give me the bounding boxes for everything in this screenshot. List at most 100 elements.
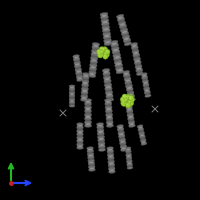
- Ellipse shape: [128, 118, 134, 121]
- Ellipse shape: [98, 142, 105, 145]
- Ellipse shape: [139, 135, 145, 138]
- Ellipse shape: [106, 117, 113, 120]
- Ellipse shape: [117, 18, 125, 21]
- Ellipse shape: [81, 91, 88, 93]
- Ellipse shape: [84, 125, 92, 127]
- Ellipse shape: [136, 67, 142, 70]
- Ellipse shape: [133, 53, 140, 56]
- Ellipse shape: [76, 74, 82, 77]
- Ellipse shape: [75, 63, 80, 66]
- Ellipse shape: [124, 42, 132, 46]
- Circle shape: [122, 101, 124, 103]
- Ellipse shape: [106, 117, 113, 119]
- Ellipse shape: [103, 34, 110, 37]
- Ellipse shape: [76, 73, 82, 76]
- Ellipse shape: [82, 83, 89, 86]
- Ellipse shape: [91, 58, 97, 61]
- Ellipse shape: [113, 53, 120, 57]
- Ellipse shape: [109, 171, 115, 173]
- Ellipse shape: [127, 112, 133, 115]
- Ellipse shape: [114, 56, 120, 59]
- Ellipse shape: [88, 148, 93, 151]
- Ellipse shape: [88, 157, 94, 159]
- Ellipse shape: [92, 43, 99, 46]
- Ellipse shape: [75, 65, 81, 68]
- Ellipse shape: [101, 16, 108, 20]
- Ellipse shape: [76, 70, 81, 73]
- Ellipse shape: [88, 157, 94, 160]
- Ellipse shape: [106, 89, 112, 92]
- Ellipse shape: [69, 95, 75, 98]
- Circle shape: [123, 97, 131, 105]
- Ellipse shape: [132, 49, 138, 52]
- Ellipse shape: [117, 127, 123, 130]
- Ellipse shape: [77, 133, 83, 135]
- Ellipse shape: [119, 137, 125, 140]
- Ellipse shape: [139, 131, 144, 133]
- Ellipse shape: [107, 119, 112, 122]
- Ellipse shape: [77, 128, 83, 130]
- Ellipse shape: [98, 138, 105, 141]
- Ellipse shape: [105, 89, 112, 91]
- Ellipse shape: [91, 59, 97, 62]
- Ellipse shape: [76, 75, 83, 78]
- Ellipse shape: [134, 58, 141, 61]
- Ellipse shape: [108, 157, 114, 160]
- Ellipse shape: [78, 124, 82, 127]
- Ellipse shape: [106, 93, 112, 96]
- Ellipse shape: [77, 144, 83, 147]
- Ellipse shape: [89, 68, 97, 71]
- Ellipse shape: [77, 131, 83, 134]
- Ellipse shape: [84, 102, 92, 105]
- Ellipse shape: [134, 59, 140, 62]
- Ellipse shape: [69, 98, 75, 100]
- Ellipse shape: [74, 59, 80, 62]
- Ellipse shape: [136, 68, 142, 71]
- Ellipse shape: [102, 21, 109, 24]
- Ellipse shape: [128, 93, 134, 96]
- Ellipse shape: [85, 118, 91, 121]
- Circle shape: [125, 94, 132, 101]
- Ellipse shape: [77, 76, 83, 79]
- Ellipse shape: [145, 92, 150, 95]
- Ellipse shape: [116, 68, 123, 71]
- Ellipse shape: [104, 83, 112, 86]
- Ellipse shape: [105, 106, 112, 109]
- Ellipse shape: [138, 127, 143, 130]
- Ellipse shape: [88, 163, 95, 165]
- Ellipse shape: [77, 127, 83, 129]
- Ellipse shape: [106, 104, 111, 107]
- Ellipse shape: [89, 164, 94, 167]
- Ellipse shape: [119, 138, 125, 141]
- Circle shape: [99, 49, 107, 57]
- Ellipse shape: [129, 124, 135, 126]
- Ellipse shape: [106, 96, 113, 99]
- Circle shape: [103, 48, 105, 50]
- Ellipse shape: [69, 104, 75, 106]
- Ellipse shape: [128, 115, 133, 117]
- Ellipse shape: [101, 20, 109, 23]
- Ellipse shape: [117, 17, 124, 20]
- Ellipse shape: [141, 143, 147, 145]
- Ellipse shape: [120, 140, 125, 143]
- Ellipse shape: [87, 147, 93, 150]
- Ellipse shape: [130, 42, 138, 46]
- Ellipse shape: [128, 95, 135, 98]
- Ellipse shape: [91, 54, 98, 57]
- Ellipse shape: [98, 145, 105, 147]
- Ellipse shape: [99, 144, 104, 147]
- Ellipse shape: [69, 90, 75, 93]
- Ellipse shape: [105, 103, 112, 106]
- Ellipse shape: [77, 79, 83, 81]
- Ellipse shape: [97, 128, 104, 131]
- Ellipse shape: [143, 82, 148, 84]
- Ellipse shape: [85, 120, 91, 123]
- Ellipse shape: [101, 14, 107, 17]
- Ellipse shape: [90, 69, 95, 72]
- Ellipse shape: [105, 90, 113, 93]
- Ellipse shape: [77, 129, 83, 131]
- Ellipse shape: [89, 161, 94, 164]
- Ellipse shape: [115, 63, 122, 66]
- Ellipse shape: [140, 139, 146, 142]
- Ellipse shape: [126, 156, 132, 159]
